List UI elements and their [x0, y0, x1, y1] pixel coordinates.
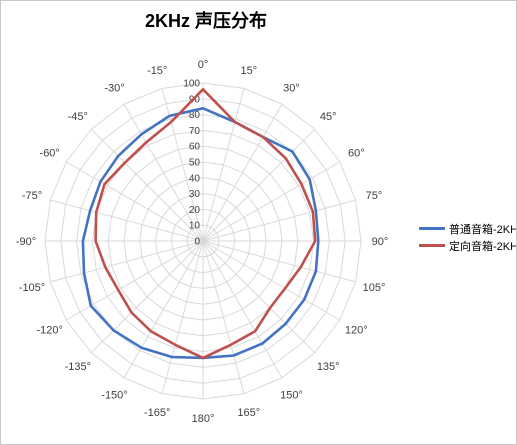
angle-label: 150°	[280, 389, 303, 401]
angle-label: 105°	[363, 282, 386, 294]
radial-tick-label: 40	[189, 173, 201, 184]
legend-item: 普通音箱-2KHz	[419, 220, 517, 237]
grid-spoke	[90, 240, 204, 354]
series-line	[94, 88, 317, 360]
angle-label: -60°	[40, 148, 60, 160]
legend-swatch	[419, 244, 445, 247]
radial-tick-label: 60	[189, 142, 201, 153]
legend-swatch	[419, 227, 445, 230]
grid-spoke	[123, 240, 204, 379]
grid-spoke	[202, 240, 341, 321]
radial-tick-label: 50	[189, 158, 201, 169]
grid-spoke	[202, 240, 316, 354]
angle-label: 60°	[348, 148, 365, 160]
grid-spoke	[50, 240, 204, 283]
angle-label: 165°	[237, 407, 260, 419]
radial-tick-label: 90	[189, 94, 201, 105]
radial-tick-label: 20	[189, 205, 201, 216]
angle-label: -45°	[68, 111, 88, 123]
radial-tick-label: 80	[189, 110, 201, 121]
grid-spoke	[65, 240, 204, 321]
legend-label: 普通音箱-2KHz	[449, 223, 517, 236]
radial-tick-label: 10	[189, 221, 201, 232]
angle-label: -105°	[19, 282, 45, 294]
grid-spoke	[202, 240, 283, 379]
angle-label: 90°	[372, 236, 389, 248]
angle-label: 75°	[366, 190, 383, 202]
chart-title: 2KHz 声压分布	[144, 11, 267, 31]
angle-label: -30°	[104, 83, 124, 95]
grid-spoke	[50, 199, 204, 242]
angle-label: 135°	[317, 361, 340, 373]
angle-label: -165°	[144, 407, 170, 419]
grid-spoke	[202, 240, 245, 394]
angle-label: -135°	[65, 361, 91, 373]
grid-spoke	[161, 240, 204, 394]
grid-spoke	[202, 240, 356, 283]
grid-spoke	[65, 161, 204, 242]
radial-tick-label: 70	[189, 126, 201, 137]
angle-label: 45°	[320, 111, 337, 123]
angle-label: 180°	[192, 413, 215, 425]
grid-spoke	[123, 103, 204, 242]
angle-label: -75°	[22, 190, 42, 202]
grid-spoke	[202, 199, 356, 242]
angle-label: 120°	[345, 325, 368, 337]
angle-label: -120°	[36, 325, 62, 337]
legend-item: 定向音箱-2KHz	[419, 237, 517, 254]
grid-spoke	[202, 103, 283, 242]
grid-spoke	[202, 88, 245, 242]
grid-spoke	[90, 128, 204, 242]
grid-spoke	[202, 161, 341, 242]
angle-label: 15°	[240, 65, 257, 77]
legend-label: 定向音箱-2KHz	[449, 240, 517, 253]
radial-tick-label: 100	[183, 79, 200, 90]
angle-label: -90°	[16, 236, 36, 248]
angle-label: -15°	[147, 65, 167, 77]
angle-label: 30°	[283, 83, 300, 95]
radial-tick-label: 0	[194, 237, 200, 248]
angle-label: -150°	[101, 389, 127, 401]
radial-tick-label: 30	[189, 189, 201, 200]
angle-label: 0°	[198, 59, 209, 71]
grid-spoke	[161, 88, 204, 242]
legend: 普通音箱-2KHz 定向音箱-2KHz	[419, 220, 517, 254]
grid-spoke	[202, 128, 316, 242]
